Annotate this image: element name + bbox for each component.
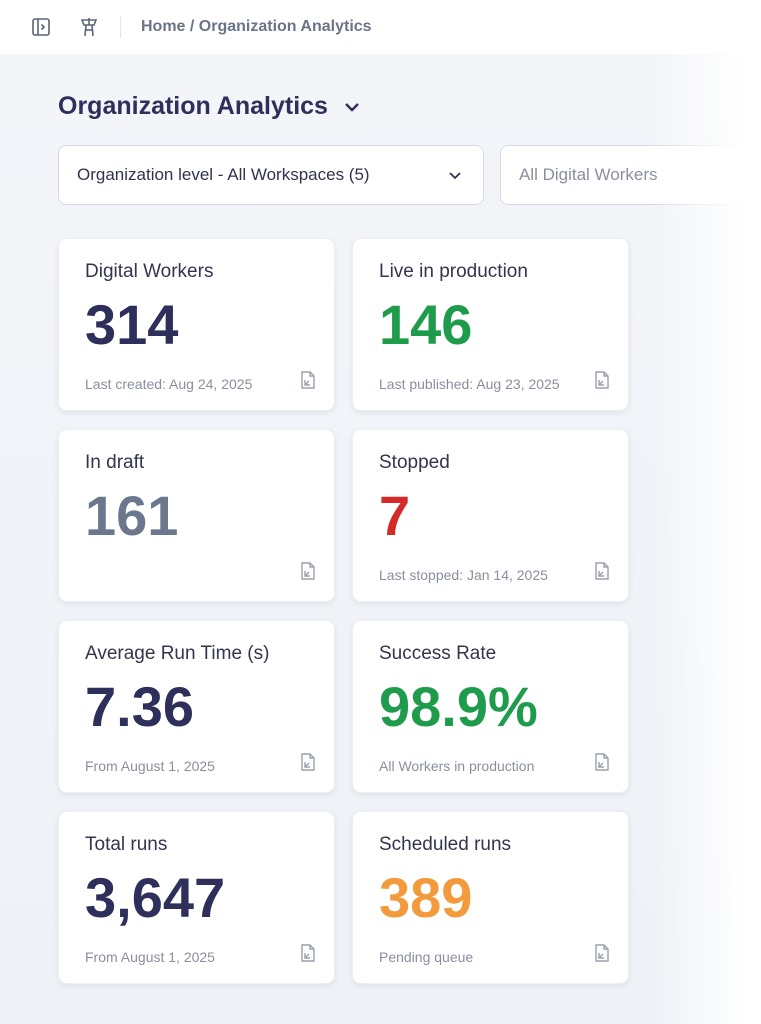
card-value: 314 — [85, 293, 179, 356]
export-report-icon[interactable] — [300, 371, 316, 394]
stat-card[interactable]: Success Rate 98.9% All Workers in produc… — [352, 620, 629, 793]
divider — [120, 16, 121, 38]
edge-fade — [651, 54, 761, 1024]
stat-card[interactable]: Stopped 7 Last stopped: Jan 14, 2025 — [352, 429, 629, 602]
chevron-down-icon — [345, 102, 359, 112]
card-subtitle: Pending queue — [379, 949, 474, 965]
card-value: 3,647 — [85, 866, 226, 929]
stat-card[interactable]: Live in production 146 Last published: A… — [352, 238, 629, 411]
top-bar: Home / Organization Analytics — [0, 0, 761, 54]
export-report-icon[interactable] — [594, 753, 610, 776]
stat-card[interactable]: Average Run Time (s) 7.36 From August 1,… — [58, 620, 335, 793]
main-content: Organization Analytics Organization leve… — [0, 54, 761, 1024]
card-value: 7 — [379, 484, 411, 547]
sidebar-toggle-icon[interactable] — [30, 16, 52, 38]
export-report-icon[interactable] — [300, 753, 316, 776]
page-title-dropdown[interactable]: Organization Analytics — [58, 92, 761, 121]
chevron-down-icon — [449, 172, 461, 180]
card-title: Stopped — [379, 452, 450, 473]
scope-select-value: Organization level - All Workspaces (5) — [77, 165, 370, 184]
card-title: Total runs — [85, 834, 168, 855]
card-subtitle: Last created: Aug 24, 2025 — [85, 376, 253, 392]
export-report-icon[interactable] — [300, 562, 316, 585]
card-title: Scheduled runs — [379, 834, 512, 855]
card-title: Average Run Time (s) — [85, 643, 270, 664]
card-title: In draft — [85, 452, 145, 473]
workers-select-value: All Digital Workers — [518, 165, 658, 184]
card-value: 389 — [379, 866, 473, 929]
scope-select[interactable]: Organization level - All Workspaces (5) — [58, 145, 484, 205]
stat-card[interactable]: In draft 161 — [58, 429, 335, 602]
card-title: Digital Workers — [85, 261, 214, 282]
card-subtitle: From August 1, 2025 — [85, 758, 215, 774]
stat-card[interactable]: Digital Workers 314 Last created: Aug 24… — [58, 238, 335, 411]
card-subtitle: All Workers in production — [379, 758, 535, 774]
stat-card[interactable]: Total runs 3,647 From August 1, 2025 — [58, 811, 335, 984]
breadcrumb[interactable]: Home / Organization Analytics — [141, 18, 372, 35]
watchtower-icon[interactable] — [78, 16, 100, 38]
export-report-icon[interactable] — [300, 944, 316, 967]
export-report-icon[interactable] — [594, 944, 610, 967]
card-value: 98.9% — [379, 675, 538, 738]
page-title: Organization Analytics — [58, 92, 328, 120]
export-report-icon[interactable] — [594, 562, 610, 585]
card-subtitle: Last stopped: Jan 14, 2025 — [379, 567, 548, 583]
card-subtitle: From August 1, 2025 — [85, 949, 215, 965]
card-value: 161 — [85, 484, 179, 547]
export-report-icon[interactable] — [594, 371, 610, 394]
card-subtitle: Last published: Aug 23, 2025 — [379, 376, 560, 392]
card-title: Success Rate — [379, 643, 497, 664]
card-value: 7.36 — [85, 675, 194, 738]
stat-card[interactable]: Scheduled runs 389 Pending queue — [352, 811, 629, 984]
card-title: Live in production — [379, 261, 528, 282]
card-value: 146 — [379, 293, 473, 356]
